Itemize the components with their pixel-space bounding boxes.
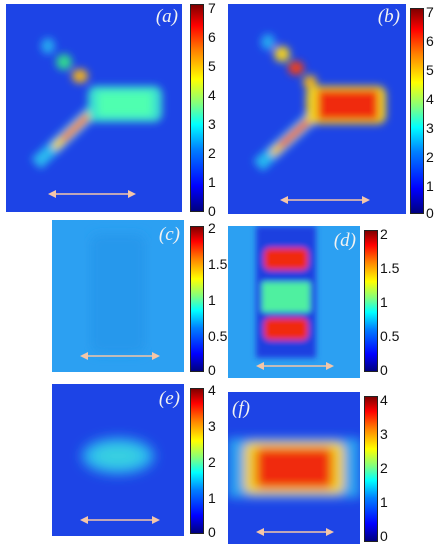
cbar-tick: 0.5 — [380, 328, 400, 344]
cbar-tick: 1 — [208, 292, 216, 308]
cbar-tick: 4 — [208, 382, 216, 398]
panel-f: (f) — [228, 392, 360, 544]
cbar-tick: 1 — [208, 174, 216, 190]
cbar-tick: 0 — [208, 203, 216, 219]
panel-c: (c) — [52, 220, 184, 372]
cbar-tick: 2 — [208, 220, 216, 236]
cbar-tick: 5 — [426, 62, 434, 78]
cbar-tick: 3 — [426, 120, 434, 136]
cbar-tick: 3 — [380, 426, 388, 442]
cbar-tick: 7 — [426, 4, 434, 20]
panel-f-colorbar — [364, 396, 378, 542]
cbar-tick: 6 — [208, 29, 216, 45]
panel-d-label: (d) — [333, 230, 356, 251]
cbar-tick: 4 — [380, 392, 388, 408]
panel-b: (b) — [228, 4, 406, 214]
cbar-tick: 3 — [208, 116, 216, 132]
panel-d-scale-arrow — [256, 362, 334, 370]
cbar-tick: 2 — [208, 145, 216, 161]
panel-b-colorbar — [410, 8, 424, 214]
panel-c-colorbar — [190, 226, 204, 372]
cbar-tick: 6 — [426, 33, 434, 49]
cbar-tick: 1.5 — [380, 260, 400, 276]
cbar-tick: 2 — [426, 149, 434, 165]
cbar-tick: 1 — [208, 490, 216, 506]
panel-b-scale-arrow — [280, 196, 370, 204]
cbar-tick: 0 — [426, 205, 434, 221]
panel-b-label: (b) — [377, 6, 400, 27]
panel-a: (a) — [6, 4, 182, 212]
panel-a-scale-arrow — [48, 190, 136, 198]
cbar-tick: 4 — [426, 91, 434, 107]
panel-c-scale-arrow — [80, 352, 160, 360]
cbar-tick: 0 — [380, 362, 388, 378]
panel-e-label: (e) — [158, 388, 180, 409]
panel-a-colorbar — [190, 4, 204, 212]
cbar-tick: 2 — [380, 226, 388, 242]
panel-a-field — [31, 38, 162, 198]
cbar-tick: 0 — [380, 528, 388, 544]
panel-f-scale-arrow — [256, 528, 334, 536]
panel-d-field — [256, 226, 334, 370]
cbar-tick: 2 — [380, 460, 388, 476]
panel-e: (e) — [52, 384, 184, 536]
cbar-tick: 5 — [208, 58, 216, 74]
panel-e-scale-arrow — [80, 516, 160, 524]
cbar-tick: 3 — [208, 418, 216, 434]
panel-c-label: (c) — [158, 224, 180, 245]
panel-c-field — [80, 234, 160, 360]
panel-d-colorbar — [364, 230, 378, 372]
cbar-tick: 4 — [208, 87, 216, 103]
cbar-tick: 0.5 — [208, 328, 228, 344]
cbar-tick: 1 — [380, 494, 388, 510]
cbar-tick: 1.5 — [208, 256, 228, 272]
panel-f-label: (f) — [232, 398, 250, 419]
cbar-tick: 7 — [208, 0, 216, 16]
cbar-tick: 1 — [426, 178, 434, 194]
panel-f-field — [228, 438, 360, 536]
cbar-tick: 1 — [380, 294, 388, 310]
cbar-tick: 2 — [208, 454, 216, 470]
panel-e-field — [80, 438, 160, 524]
panel-e-colorbar — [190, 388, 204, 534]
panel-a-label: (a) — [155, 6, 178, 27]
panel-d: (d) — [228, 226, 360, 378]
cbar-tick: 0 — [208, 524, 216, 540]
cbar-tick: 0 — [208, 362, 216, 378]
panel-b-field — [253, 34, 386, 204]
